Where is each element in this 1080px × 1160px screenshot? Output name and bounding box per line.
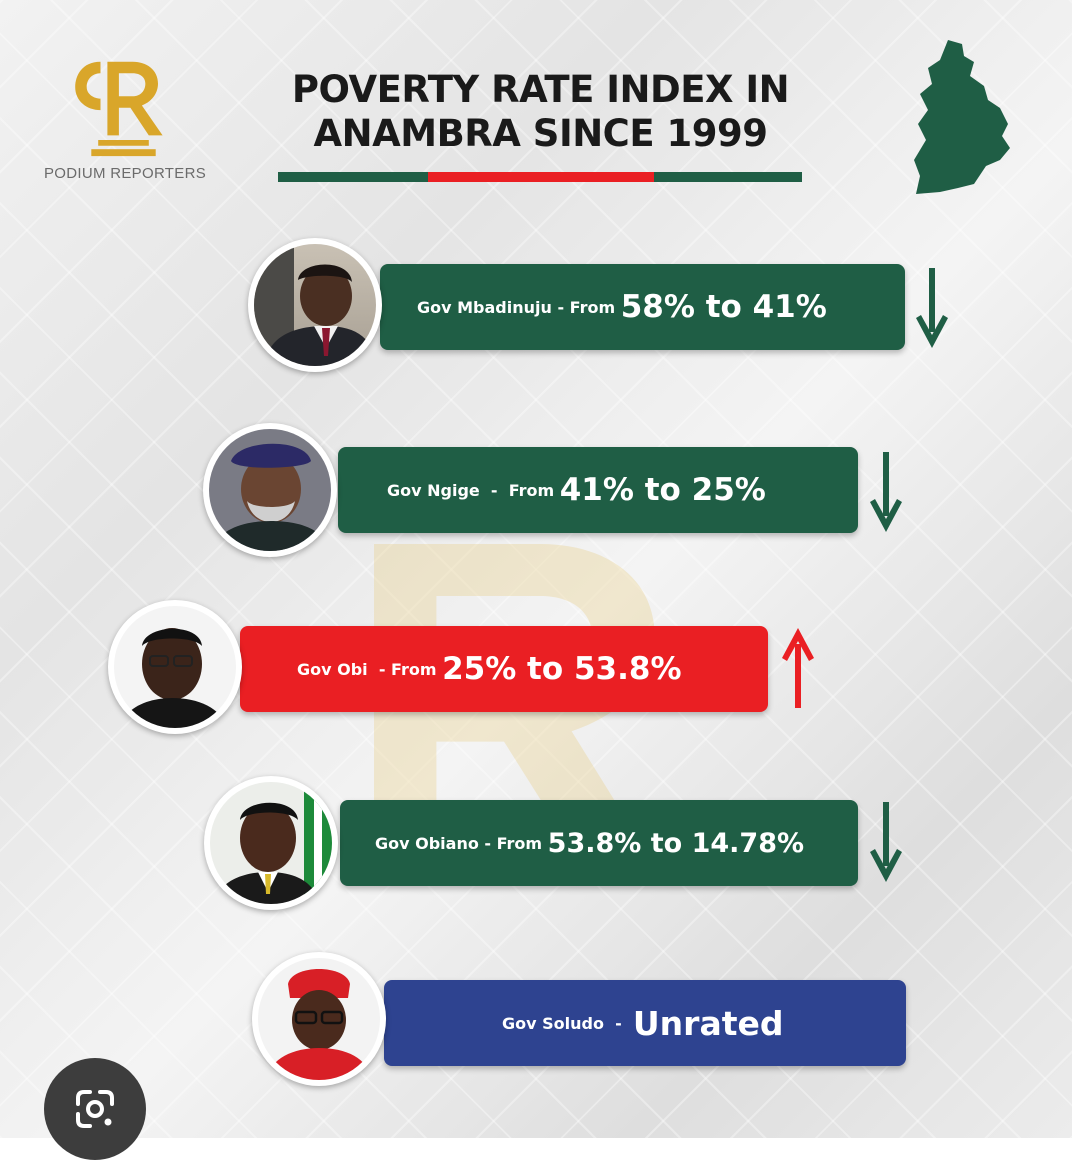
portrait-icon: [213, 443, 329, 551]
row-name: Gov Soludo: [502, 1013, 604, 1033]
row-separator: -: [551, 297, 570, 317]
row-range: 41% to 25%: [559, 472, 766, 508]
avatar-obiano: [204, 776, 338, 910]
anambra-map-icon: [914, 40, 1010, 194]
row-mbadinuju-bar: Gov Mbadinuju - From 58% to 41%: [380, 264, 905, 350]
row-ngige-bar: Gov Ngige - From 41% to 25%: [338, 447, 858, 533]
title-line-1: POVERTY RATE INDEX IN: [291, 68, 790, 111]
row-separator: -: [603, 1013, 633, 1033]
trend-down-arrow-icon: [870, 452, 902, 532]
row-name: Gov Mbadinuju: [417, 297, 552, 317]
title-line-2: ANAMBRA SINCE 1999: [313, 112, 768, 155]
row-obi-bar: Gov Obi - From 25% to 53.8%: [240, 626, 768, 712]
google-lens-icon: [76, 1090, 114, 1128]
portrait-icon: [214, 782, 332, 904]
google-lens-button[interactable]: [44, 1058, 146, 1160]
infographic: PODIUM REPORTERS POVERTY RATE INDEX IN A…: [0, 0, 1072, 1138]
row-name: Gov Obiano: [375, 833, 479, 853]
row-range: 58% to 41%: [620, 289, 827, 325]
row-soludo-bar: Gov Soludo - Unrated: [384, 980, 906, 1066]
row-separator: -: [478, 833, 497, 853]
trend-down-arrow-icon: [870, 802, 902, 882]
row-from: From: [391, 659, 443, 679]
avatar-soludo: [252, 952, 386, 1086]
background-pattern: [0, 0, 1072, 1138]
avatar-ngige: [203, 423, 337, 557]
avatar-obi: [108, 600, 242, 734]
title-underline: [278, 172, 802, 182]
trend-down-arrow-icon: [916, 268, 948, 348]
row-range: 53.8% to 14.78%: [547, 827, 805, 859]
row-from: From: [496, 833, 548, 853]
avatar-mbadinuju: [248, 238, 382, 372]
row-obiano-bar: Gov Obiano - From 53.8% to 14.78%: [340, 800, 858, 886]
podium-reporters-logo-icon: [75, 61, 163, 157]
row-name: Gov Obi: [297, 659, 368, 679]
row-name: Gov Ngige: [387, 480, 480, 500]
row-from: From: [569, 297, 621, 317]
row-separator: -: [479, 480, 509, 500]
row-separator: -: [367, 659, 392, 679]
row-from: From: [508, 480, 560, 500]
row-range: 25% to 53.8%: [442, 651, 682, 687]
brand-name: PODIUM REPORTERS: [43, 165, 207, 182]
page-title: POVERTY RATE INDEX IN ANAMBRA SINCE 1999: [268, 68, 813, 156]
trend-up-arrow-icon: [782, 628, 814, 708]
row-range: Unrated: [632, 1003, 784, 1043]
portrait-icon: [254, 244, 376, 366]
portrait-icon: [266, 969, 372, 1080]
portrait-icon: [120, 628, 226, 728]
